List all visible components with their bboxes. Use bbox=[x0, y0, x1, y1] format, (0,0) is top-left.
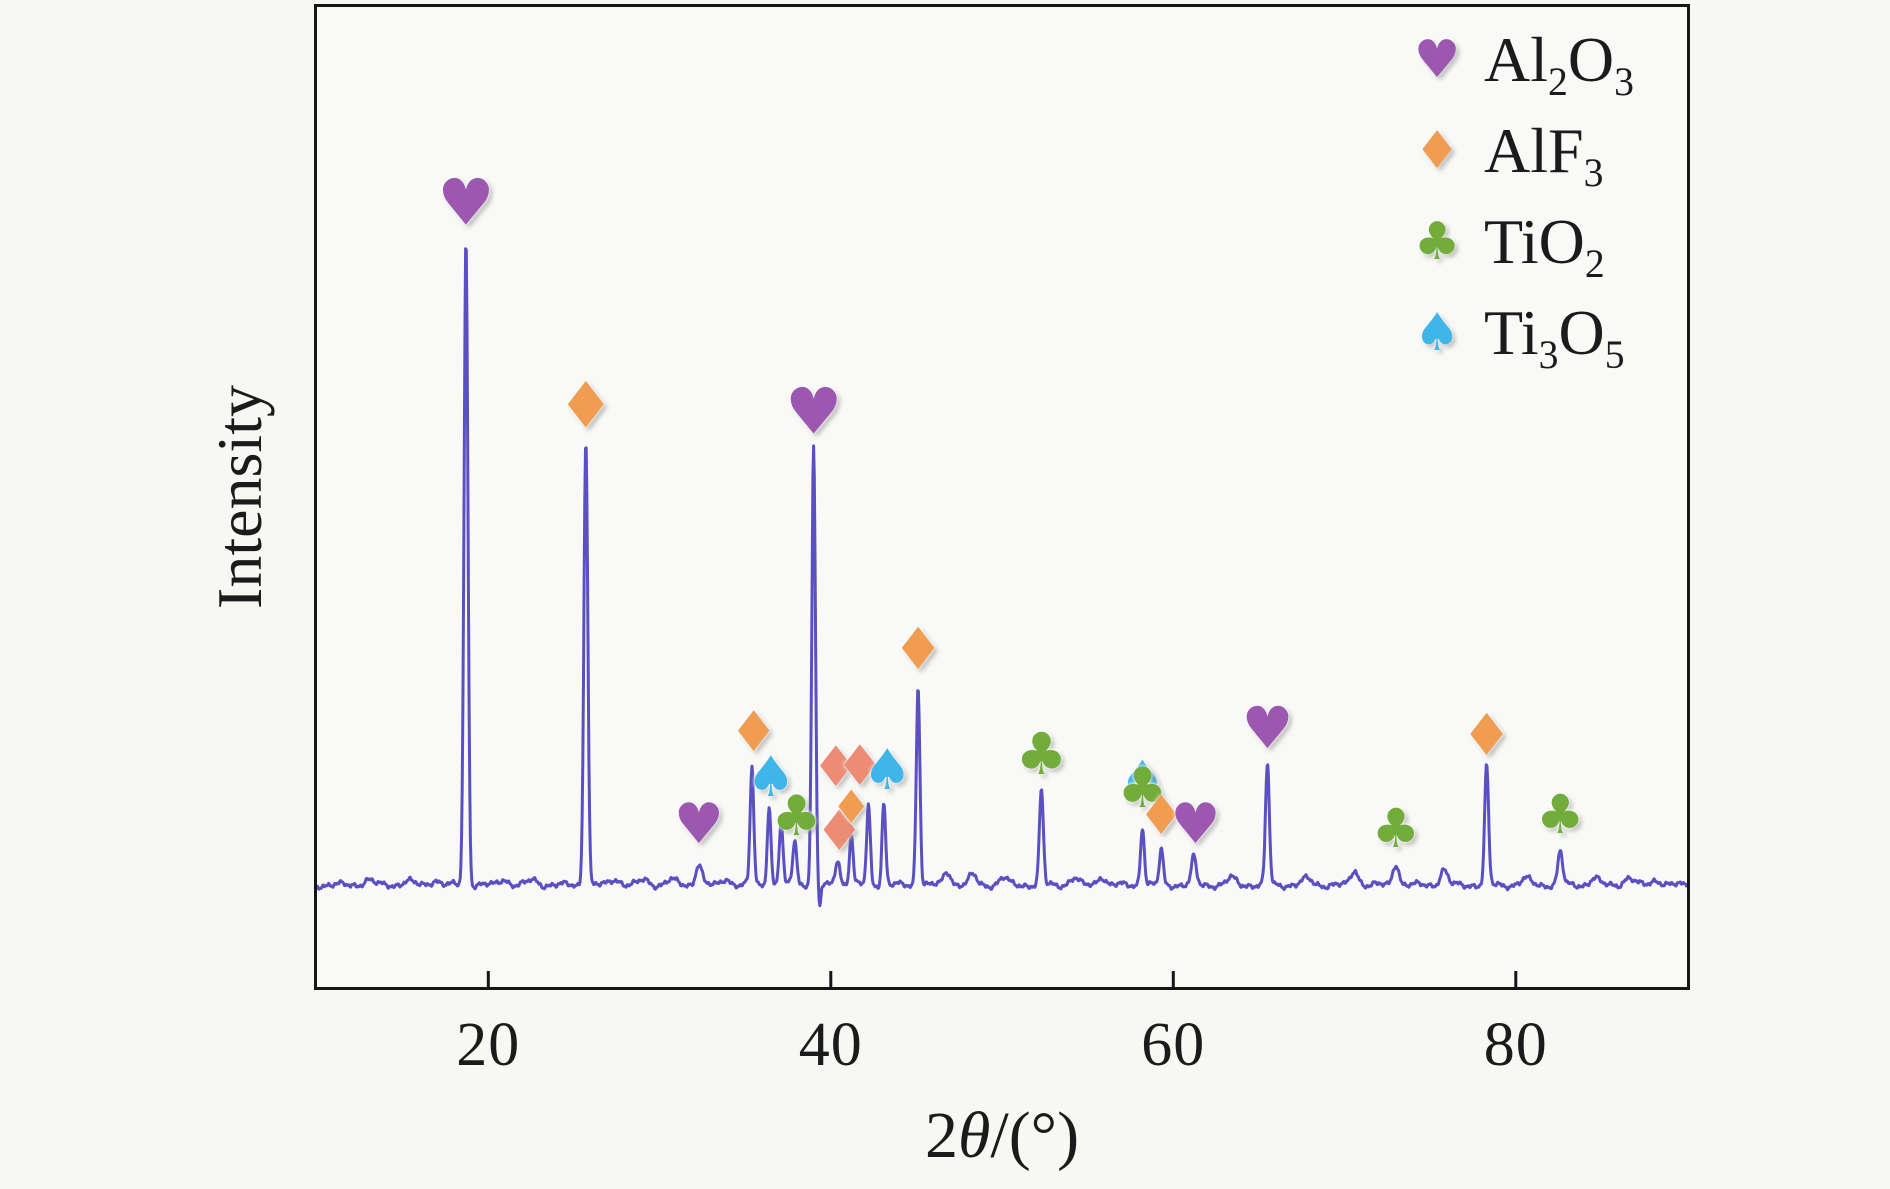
marker-diamond-alf3: ♦ bbox=[728, 699, 779, 765]
marker-club-tio2: ♣ bbox=[1536, 782, 1585, 846]
legend-label-segment: 3 bbox=[1614, 59, 1634, 104]
marker-club-tio2: ♣ bbox=[1015, 719, 1068, 788]
legend-label-segment: 3 bbox=[1583, 150, 1604, 195]
marker-spade-ti3o5: ♠ bbox=[1120, 750, 1165, 808]
marker-diamond-alf3: ♦ bbox=[810, 734, 861, 800]
legend-item-ti3o5: ♠ Ti3O5 bbox=[1404, 287, 1634, 378]
y-axis-label: Intensity bbox=[204, 385, 275, 609]
x-axis-ticks bbox=[486, 971, 1518, 987]
marker-heart-al2o3: ♥ bbox=[784, 375, 843, 450]
legend-label-tio2: TiO2 bbox=[1484, 205, 1605, 284]
marker-heart-al2o3: ♥ bbox=[673, 791, 724, 857]
legend-label-alf3: AlF3 bbox=[1484, 114, 1603, 193]
marker-diamond-alf3: ♦ bbox=[814, 798, 865, 864]
x-tick-label-40: 40 bbox=[798, 1011, 863, 1079]
xrd-trace-svg bbox=[317, 247, 1687, 987]
x-tick-label-20: 20 bbox=[456, 1011, 521, 1079]
x-axis-label-segment: 2 bbox=[924, 1099, 958, 1172]
legend-label-segment: TiO bbox=[1484, 205, 1585, 277]
legend-label-segment: 2 bbox=[1584, 241, 1605, 286]
marker-club-tio2: ♣ bbox=[1371, 796, 1421, 860]
diamond-icon: ♦ bbox=[1413, 120, 1461, 181]
legend-label-segment: 3 bbox=[1538, 332, 1559, 377]
marker-heart-al2o3: ♥ bbox=[1241, 693, 1294, 762]
plot-area: ♥ ♦ ♥ ♦ ♠ ♣ ♥ ♦ ♦ ♦ ♦ ♠ ♦ ♣ ♠ ♣ ♦ ♥ ♥ ♣ ♦ ♣ bbox=[314, 4, 1690, 990]
marker-club-tio2: ♣ bbox=[771, 783, 822, 849]
marker-heart-al2o3: ♥ bbox=[1170, 791, 1221, 857]
x-tick-label-60: 60 bbox=[1141, 1011, 1206, 1079]
legend-label-segment: 2 bbox=[1548, 59, 1568, 104]
legend-label-segment: Ti bbox=[1484, 296, 1539, 368]
diffraction-trace bbox=[317, 247, 1687, 908]
marker-spade-ti3o5: ♠ bbox=[862, 737, 913, 803]
legend-label-al2o3: Al2O3 bbox=[1484, 23, 1634, 102]
spade-icon: ♠ bbox=[1413, 302, 1461, 363]
marker-diamond-alf3: ♦ bbox=[834, 733, 885, 799]
legend: ♥ Al2O3 ♦ AlF3 ♣ TiO2 ♠ Ti3O5 bbox=[1404, 14, 1634, 378]
legend-label-segment: Al bbox=[1484, 23, 1548, 95]
marker-club-tio2: ♣ bbox=[1117, 755, 1168, 821]
legend-item-tio2: ♣ TiO2 bbox=[1404, 196, 1634, 287]
marker-diamond-alf3: ♦ bbox=[892, 614, 945, 683]
marker-diamond-alf3: ♦ bbox=[830, 780, 872, 835]
marker-heart-al2o3: ♥ bbox=[437, 166, 495, 241]
legend-label-segment: AlF bbox=[1484, 114, 1584, 186]
x-axis-label-segment: θ bbox=[957, 1099, 991, 1172]
legend-label-segment: O bbox=[1558, 296, 1605, 368]
legend-item-al2o3: ♥ Al2O3 bbox=[1404, 14, 1634, 105]
marker-diamond-alf3: ♦ bbox=[1137, 783, 1186, 847]
heart-icon: ♥ bbox=[1413, 29, 1461, 90]
legend-label-ti3o5: Ti3O5 bbox=[1484, 296, 1625, 375]
marker-diamond-alf3: ♦ bbox=[1460, 700, 1513, 769]
x-axis-label: 2θ/(°) bbox=[925, 1098, 1079, 1174]
x-axis-label-segment: /(°) bbox=[990, 1099, 1080, 1172]
legend-label-segment: 5 bbox=[1604, 332, 1625, 377]
x-tick-label-80: 80 bbox=[1483, 1011, 1548, 1079]
marker-spade-ti3o5: ♠ bbox=[745, 744, 796, 810]
legend-item-alf3: ♦ AlF3 bbox=[1404, 105, 1634, 196]
marker-diamond-alf3: ♦ bbox=[557, 369, 615, 444]
club-icon: ♣ bbox=[1413, 211, 1461, 272]
legend-label-segment: O bbox=[1567, 23, 1615, 95]
